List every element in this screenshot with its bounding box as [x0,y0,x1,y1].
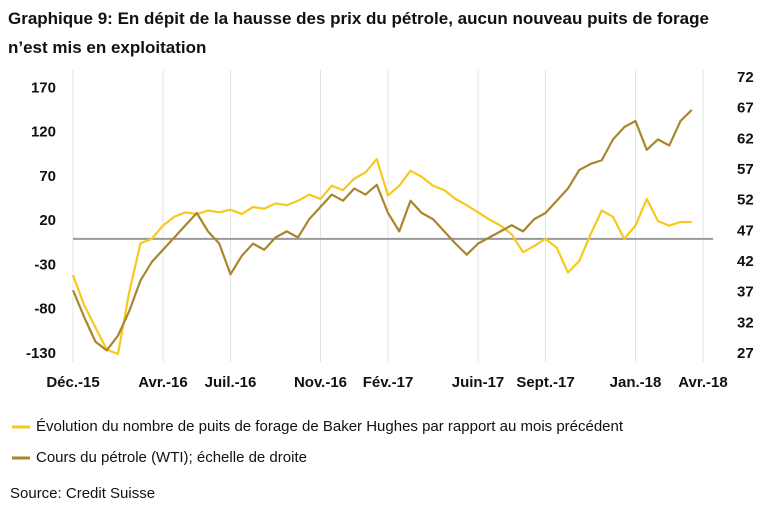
x-tick-label: Avr.-16 [138,374,187,391]
y-tick-label: 170 [31,79,56,96]
chart-title: Graphique 9: En dépit de la hausse des p… [8,9,709,57]
source: Source: Credit Suisse [10,485,155,502]
y-tick-label: 70 [39,168,56,185]
y2-tick-label: 47 [737,222,754,239]
y-tick-label: 120 [31,124,56,141]
series-line [71,158,692,356]
y-tick-label: 20 [39,212,56,229]
legend-label: Cours du pétrole (WTI); échelle de droit… [36,449,307,466]
x-tick-label: Sept.-17 [516,374,574,391]
series-line [71,109,693,352]
y2-tick-label: 67 [737,100,754,117]
x-tick-label: Fév.-17 [363,374,414,391]
x-tick-label: Juin-17 [452,374,505,391]
y2-tick-label: 62 [737,130,754,147]
x-tick-label: Déc.-15 [46,374,99,391]
x-tick-label: Juil.-16 [205,374,257,391]
y2-tick-label: 37 [737,284,754,301]
y2-tick-label: 57 [737,161,754,178]
y2-tick-label: 42 [737,253,754,270]
y-tick-label: -30 [34,256,56,273]
x-tick-label: Jan.-18 [610,374,662,391]
y2-tick-label: 27 [737,345,754,362]
y2-tick-label: 72 [737,69,754,86]
x-tick-label: Avr.-18 [678,374,727,391]
legend-label: Évolution du nombre de puits de forage d… [36,418,624,435]
y-tick-label: -80 [34,301,56,318]
y2-tick-label: 52 [737,192,754,209]
y-tick-label: -130 [26,345,56,362]
y2-tick-label: 32 [737,314,754,331]
x-tick-label: Nov.-16 [294,374,347,391]
